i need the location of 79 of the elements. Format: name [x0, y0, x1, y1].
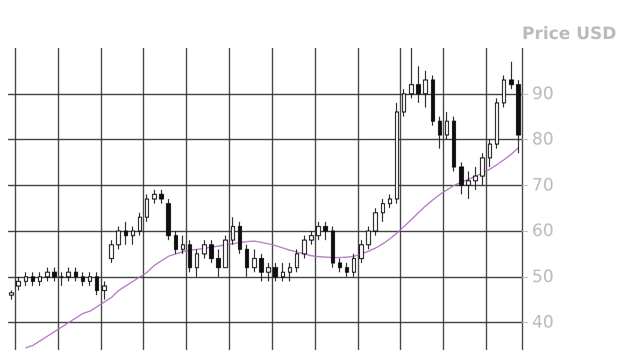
candlestick: [416, 66, 421, 104]
y-tick-label: 70: [532, 175, 554, 196]
candlestick: [131, 226, 135, 246]
candlestick: [266, 262, 271, 282]
candlestick: [359, 240, 364, 264]
candlestick: [245, 244, 249, 278]
candlestick: [452, 116, 456, 172]
candlestick: [88, 272, 92, 286]
candlestick: [366, 226, 371, 250]
candlestick: [24, 272, 28, 286]
candlestick: [52, 267, 57, 282]
candlestick: [309, 230, 314, 246]
candlestick: [388, 194, 392, 209]
candlestick: [395, 102, 399, 204]
candlestick: [45, 267, 50, 282]
candlestick: [445, 112, 449, 140]
candlestick: [195, 248, 199, 278]
candlestick: [31, 272, 35, 286]
y-tick-label: 80: [532, 130, 554, 150]
y-tick-label: 50: [532, 266, 554, 287]
candlestick: [59, 272, 64, 286]
candlestick: [74, 267, 78, 282]
candlestick: [431, 74, 435, 126]
candlestick: [102, 280, 107, 300]
candlestick: [402, 88, 406, 118]
candlestick: [466, 171, 471, 200]
candlestick: [423, 70, 428, 108]
candlestick: [288, 262, 292, 282]
candlestick: [202, 240, 207, 259]
candlestick: [38, 272, 42, 286]
candlestick: [145, 194, 149, 222]
candlestick: [95, 272, 99, 296]
candlestick: [109, 240, 114, 264]
candlestick: [81, 272, 85, 286]
candlestick: [16, 276, 21, 292]
candlestick: [495, 98, 499, 150]
candlestick: [488, 139, 492, 168]
candlestick: [159, 189, 164, 204]
candlestick: [338, 258, 342, 273]
candlestick: [459, 162, 464, 195]
y-tick-label: 90: [532, 84, 554, 104]
y-tick-label: 60: [532, 221, 554, 242]
candlestick: [238, 221, 242, 254]
candlestick: [116, 226, 121, 250]
candlestick: [295, 248, 299, 273]
candlestick: [373, 208, 378, 236]
candlestick: [152, 189, 157, 204]
candlestick: [138, 212, 142, 236]
candlestick: [188, 240, 192, 273]
candlestick: [316, 221, 321, 241]
candlestick: [480, 152, 485, 186]
line-series: [25, 147, 520, 348]
candlestick: [323, 221, 328, 241]
candlestick: [259, 253, 264, 282]
candlestick: [181, 235, 185, 254]
candlestick: [345, 262, 349, 278]
candlestick: [166, 198, 171, 241]
candlestick: [281, 262, 285, 282]
candlestick: [381, 198, 385, 222]
candlestick: [509, 61, 514, 90]
candlestick: [502, 74, 506, 108]
candlestick: [438, 116, 442, 150]
candlestick: [66, 267, 71, 282]
candlestick: [231, 216, 235, 246]
candlestick: [473, 166, 478, 190]
candlestick: [352, 253, 356, 278]
candlestick: [223, 235, 228, 268]
candlestick: [124, 221, 128, 246]
candlestick: [216, 248, 221, 278]
candlestick: [302, 235, 307, 259]
y-tick-label: 40: [532, 312, 554, 333]
candlestick: [331, 226, 335, 268]
candlestick: [252, 248, 257, 273]
candlestick: [273, 262, 278, 282]
candlestick: [209, 240, 214, 264]
y-axis-title: Price USD: [522, 24, 616, 44]
candlestick: [174, 230, 178, 254]
candlestick: [409, 48, 414, 99]
candlestick: [516, 80, 521, 154]
